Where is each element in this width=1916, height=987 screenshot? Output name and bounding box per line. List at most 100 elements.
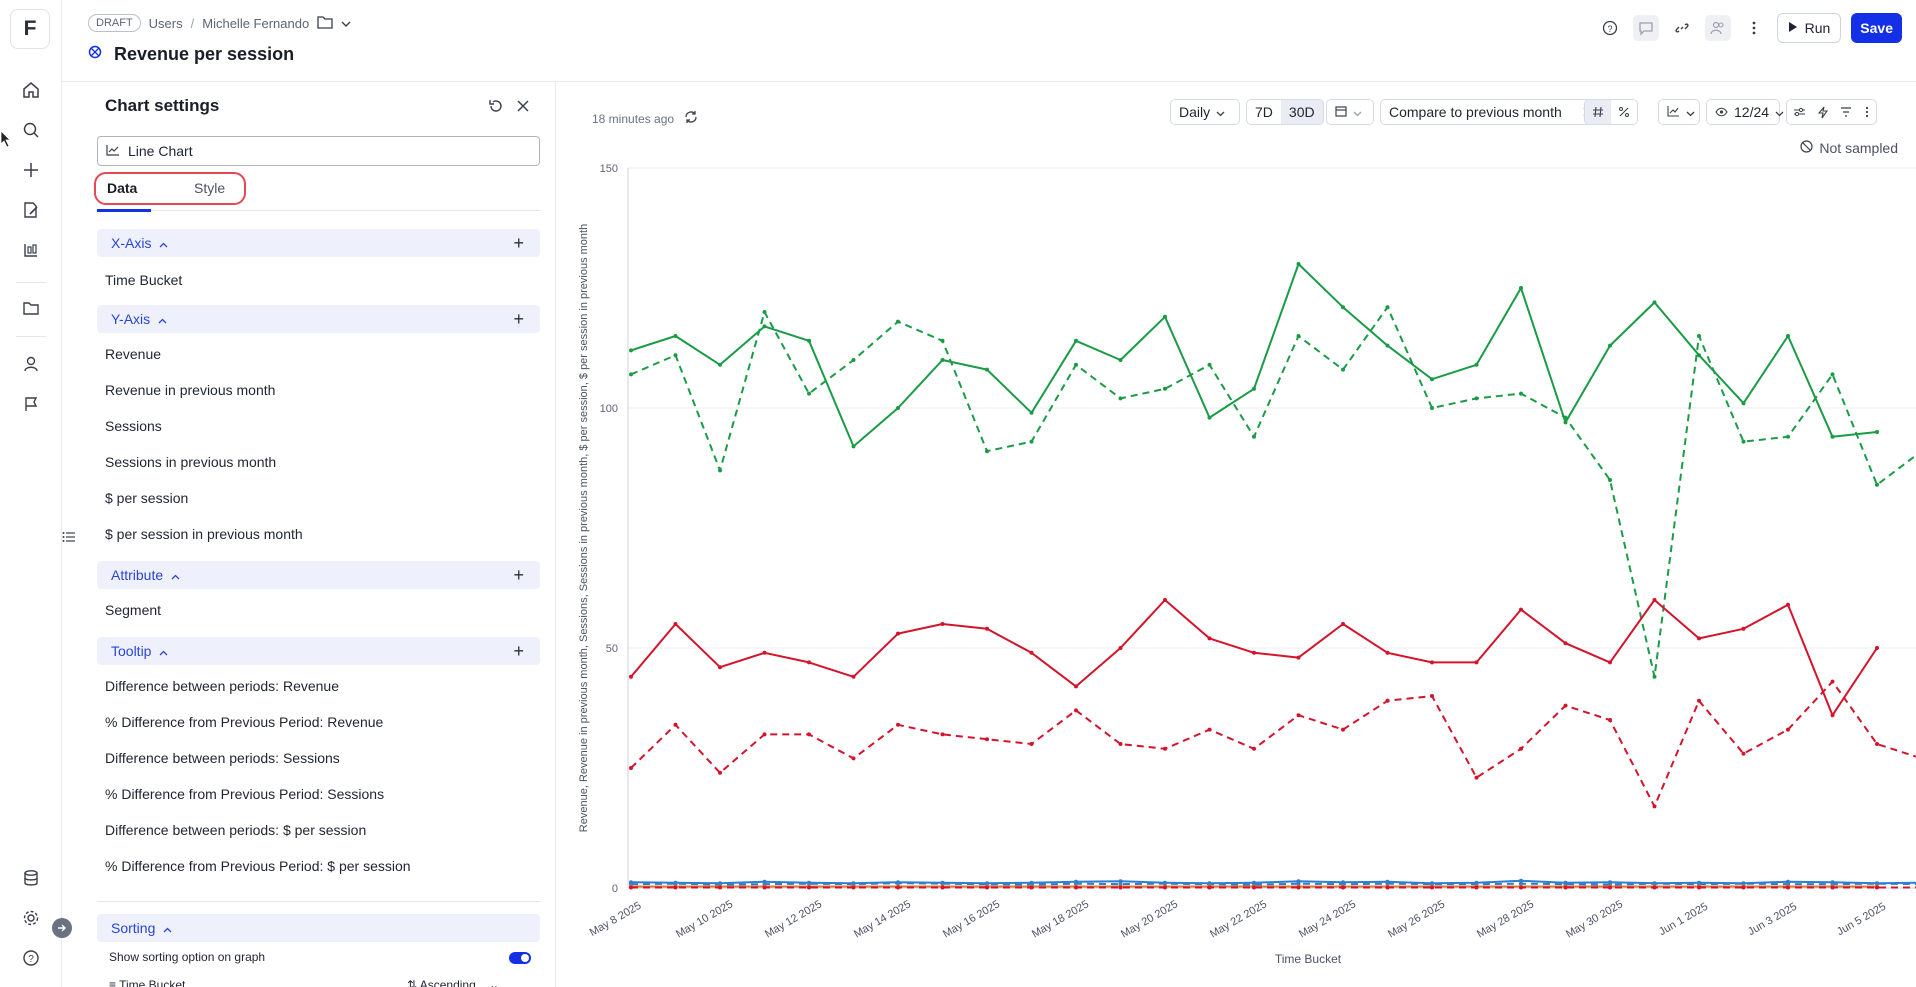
plus-icon[interactable] [19,158,43,182]
tooltip-field[interactable]: % Difference from Previous Period: Sessi… [105,786,385,802]
sort-direction-select[interactable]: ⇅ Ascending ⌄ [407,978,499,987]
x-axis-field[interactable]: Time Bucket [105,272,183,288]
comment-icon[interactable] [1632,15,1659,41]
data-point [1875,881,1879,886]
number-format-icon[interactable] [1585,100,1611,124]
more-vertical-icon[interactable] [1858,100,1876,124]
refresh-icon[interactable] [684,110,698,127]
y-axis-field[interactable]: Revenue [105,346,162,362]
attribute-field[interactable]: Segment [105,602,162,618]
search-icon[interactable] [19,118,43,142]
data-point [940,338,945,343]
data-point [629,885,633,890]
data-point [1296,262,1301,266]
data-point [1207,415,1212,420]
adjust-icon[interactable] [1787,100,1812,124]
data-point [1118,885,1123,890]
close-icon[interactable] [513,96,533,116]
expand-panel-button[interactable] [52,918,72,938]
add-attribute-icon[interactable]: + [513,565,524,585]
sorting-option-toggle[interactable] [509,952,531,964]
x-tick-label: May 24 2025 [1297,898,1358,940]
date-picker-button[interactable] [1326,98,1374,126]
panel-list-toggle-icon[interactable] [62,530,80,544]
edit-document-icon[interactable] [19,198,43,222]
granularity-select[interactable]: Daily [1170,98,1240,126]
chart-type-select[interactable]: Line Chart [97,136,540,166]
line-chart-icon [106,143,120,159]
data-point [1830,679,1835,684]
range-7d[interactable]: 7D [1255,104,1273,120]
folder-icon[interactable] [317,15,333,32]
breadcrumb-item[interactable]: Michelle Fernando [202,15,310,31]
mouse-pointer-icon [0,130,12,153]
home-icon[interactable] [19,78,43,102]
section-y-axis[interactable]: Y-Axis + [97,305,540,333]
folder-icon[interactable] [19,296,43,320]
add-x-axis-icon[interactable]: + [513,233,524,253]
data-point [1519,878,1523,883]
link-icon[interactable] [1669,15,1695,41]
chevron-up-icon [163,920,172,936]
data-point [1118,646,1123,650]
reset-icon[interactable] [486,96,506,116]
flag-icon[interactable] [19,392,43,416]
page-title[interactable]: Revenue per session [114,44,295,64]
data-point [1519,286,1523,290]
section-attribute[interactable]: Attribute + [97,561,540,589]
chevron-up-icon [159,643,168,659]
save-button[interactable]: Save [1851,13,1902,43]
tooltip-field[interactable]: Difference between periods: $ per sessio… [105,822,367,838]
filter-icon[interactable] [1834,100,1858,124]
section-label: Attribute [111,567,164,583]
tooltip-field[interactable]: Difference between periods: Sessions [105,750,340,766]
lightning-icon[interactable] [1812,100,1834,124]
tab-data[interactable]: Data [107,180,138,196]
series-visibility-select[interactable]: 12/24 [1706,98,1784,126]
y-axis-field[interactable]: $ per session in previous month [105,526,303,542]
no-sample-icon [1800,140,1814,156]
tooltip-field[interactable]: % Difference from Previous Period: $ per… [105,858,411,874]
database-icon[interactable] [19,866,43,890]
user-icon[interactable] [19,352,43,376]
more-vertical-icon[interactable] [1741,15,1767,41]
data-point [1252,885,1256,890]
app-logo[interactable]: F [10,9,50,49]
tooltip-field[interactable]: Difference between periods: Revenue [105,678,340,694]
add-y-axis-icon[interactable]: + [513,309,524,329]
run-button[interactable]: Run [1776,13,1842,43]
experiments-icon[interactable] [19,238,43,262]
share-users-icon[interactable] [1704,15,1731,41]
section-tooltip[interactable]: Tooltip + [97,637,540,665]
compare-select[interactable]: Compare to previous month [1380,98,1602,126]
help-icon[interactable]: ? [19,946,43,970]
section-sorting[interactable]: Sorting [97,914,540,942]
data-point [1430,885,1434,890]
data-point [1875,646,1879,650]
section-x-axis[interactable]: X-Axis + [97,229,540,257]
add-tooltip-icon[interactable]: + [513,641,524,661]
data-point [1163,885,1167,890]
settings-gear-icon[interactable] [19,906,43,930]
sort-field-row[interactable]: ≡ Time Bucket [109,978,185,987]
data-point [1786,885,1790,890]
range-30d[interactable]: 30D [1280,100,1323,124]
data-point [1652,300,1657,305]
compare-value: Compare to previous month [1389,104,1562,120]
help-icon[interactable]: ? [1597,15,1623,41]
percent-icon[interactable] [1611,100,1637,124]
y-axis-field[interactable]: Revenue in previous month [105,382,276,398]
y-axis-field[interactable]: Sessions [105,418,162,434]
tooltip-field[interactable]: % Difference from Previous Period: Reven… [105,714,384,730]
data-point [1118,358,1123,362]
chart-type-toggle[interactable] [1658,98,1700,126]
data-point [1252,650,1256,655]
line-chart[interactable]: 0 50 100 150 Revenue, Revenue in previous mo… [556,82,1916,987]
title-row: Revenue per session [88,44,294,65]
breadcrumb-item[interactable]: Users [148,15,183,31]
tab-style[interactable]: Style [194,180,226,196]
y-axis-field[interactable]: $ per session [105,490,189,506]
y-axis-field[interactable]: Sessions in previous month [105,454,277,470]
range-selector: 7D 30D [1246,98,1324,126]
chevron-down-icon[interactable] [341,16,351,31]
